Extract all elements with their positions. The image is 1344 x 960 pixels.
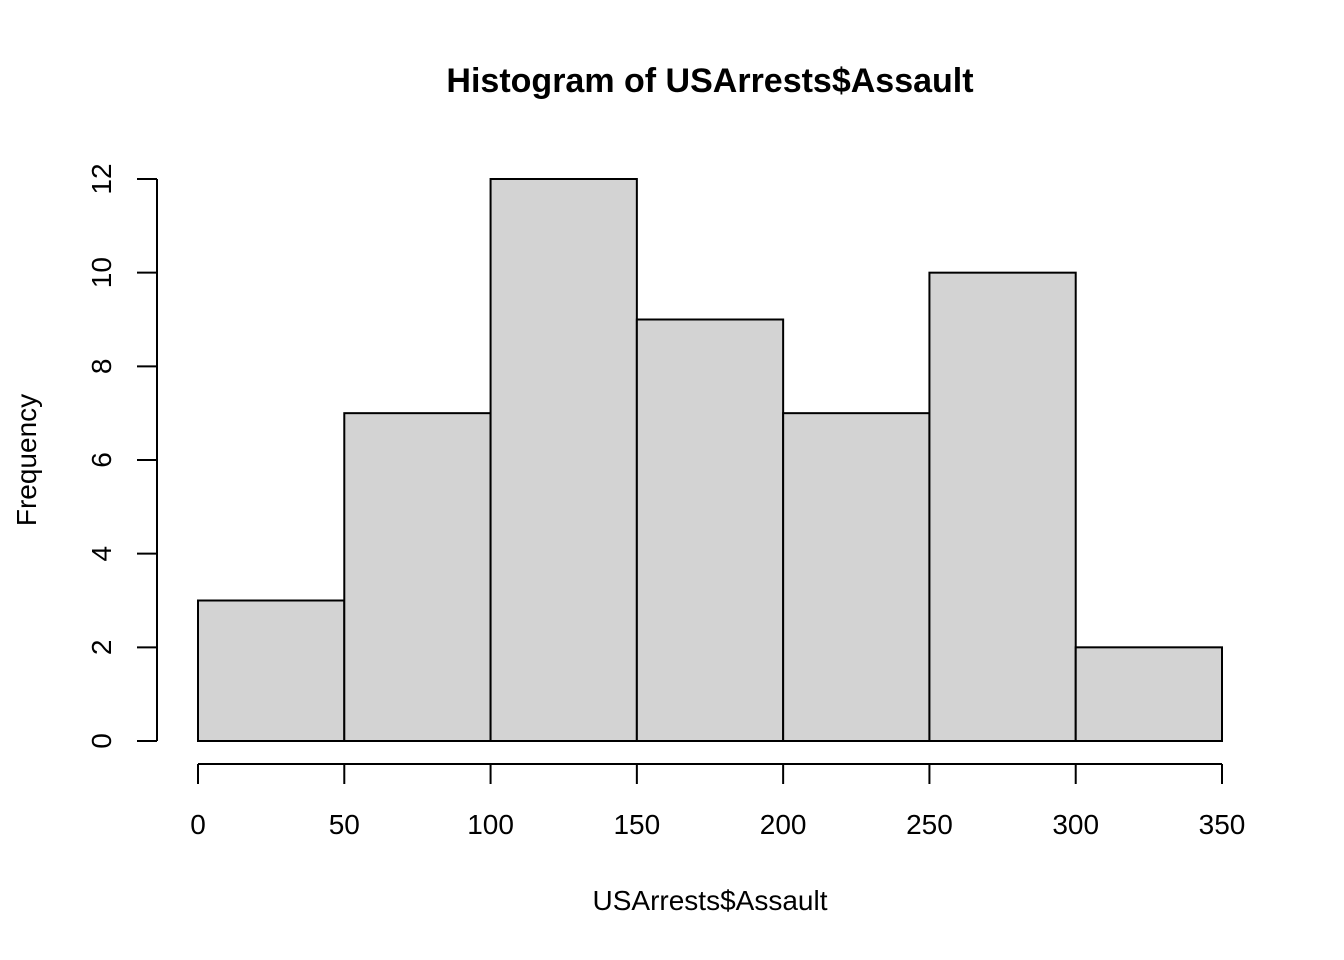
x-tick-label-3: 150 [613,809,660,840]
bar-5 [928,271,1077,742]
x-axis: 0 50 100 150 200 250 300 350 [190,763,1246,840]
x-tick-label-2: 100 [467,809,514,840]
bar-3 [635,318,785,742]
x-tick-label-4: 200 [760,809,807,840]
bar-4 [782,412,931,742]
x-tick-label-7: 350 [1199,809,1246,840]
x-tick-label-1: 50 [329,809,360,840]
chart-title: Histogram of USArrests$Assault [446,62,973,100]
y-tick-label-2: 4 [86,546,117,562]
y-tick-label-5: 10 [86,257,117,288]
y-tick-label-4: 8 [86,359,117,375]
y-axis-label: Frequency [11,394,42,526]
bar-0 [197,599,346,742]
y-tick-label-6: 12 [86,163,117,194]
x-axis-label: USArrests$Assault [593,885,828,916]
bar-1 [343,412,492,742]
x-tick-label-6: 300 [1052,809,1099,840]
y-tick-label-0: 0 [86,733,117,749]
y-tick-label-1: 2 [86,640,117,656]
bars-group [197,178,1223,742]
y-tick-label-3: 6 [86,452,117,468]
bar-6 [1074,646,1223,742]
bar-2 [489,178,638,742]
y-axis: 0 2 4 6 8 10 12 [86,163,158,749]
x-tick-label-5: 250 [906,809,953,840]
x-tick-label-0: 0 [190,809,206,840]
